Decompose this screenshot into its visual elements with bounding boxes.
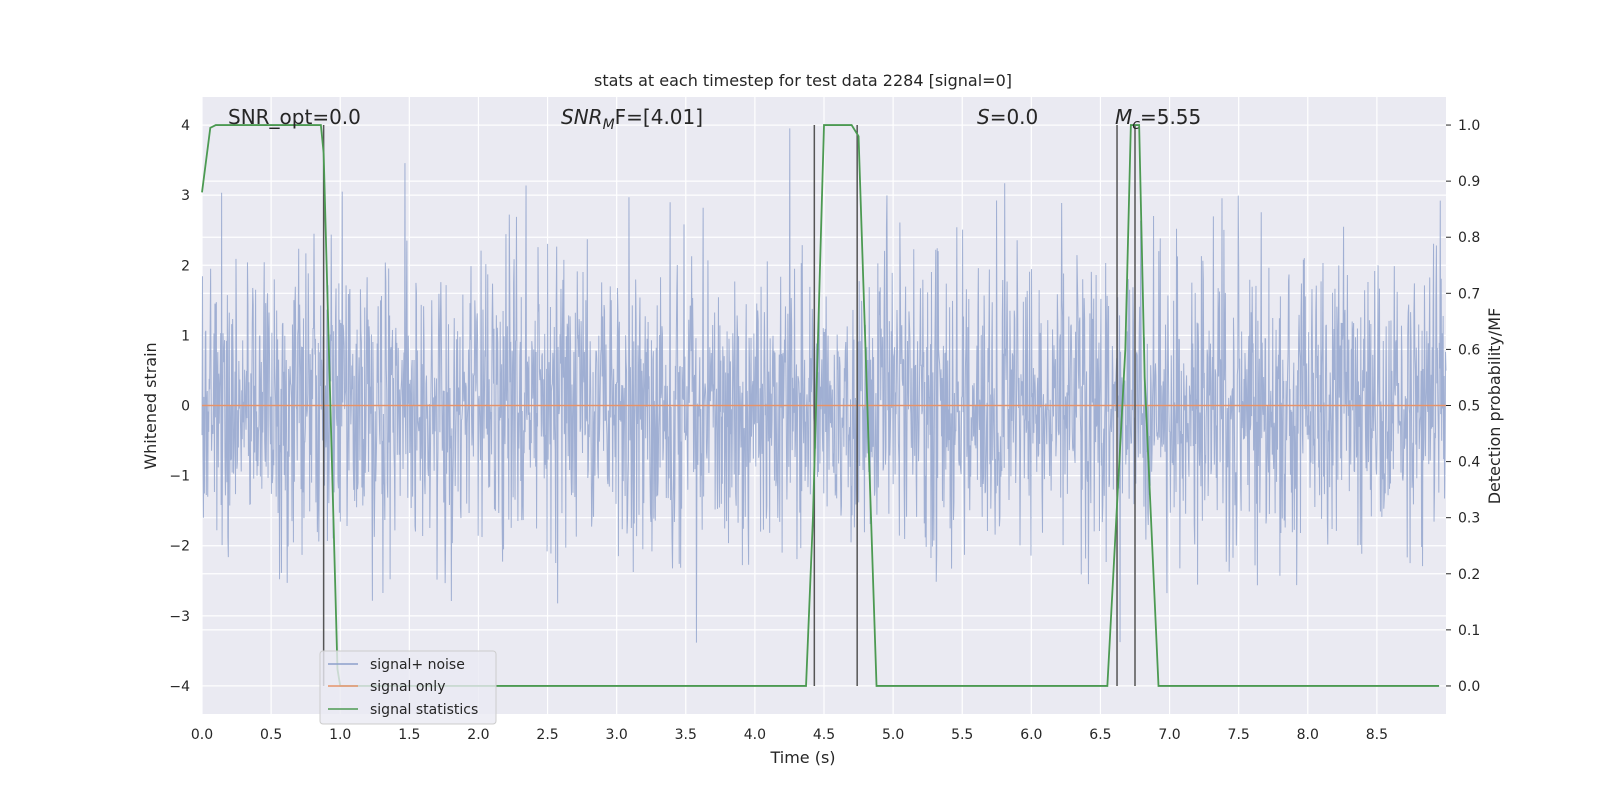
y2-tick-label-6: 0.6 <box>1458 342 1480 358</box>
y2-tick-label-10: 1.0 <box>1458 118 1480 134</box>
x-tick-label-15: 7.5 <box>1228 727 1250 743</box>
x-tick-label-4: 2.0 <box>467 727 489 743</box>
x-tick-label-14: 7.0 <box>1158 727 1180 743</box>
y-tick-label-0: −4 <box>169 679 190 695</box>
y2-tick-label-7: 0.7 <box>1458 286 1480 302</box>
y2-tick-label-8: 0.8 <box>1458 230 1480 246</box>
y2-tick-label-9: 0.9 <box>1458 174 1480 190</box>
snr-mf-rest: F=[4.01] <box>615 105 703 129</box>
y-tick-label-6: 2 <box>181 258 190 274</box>
x-tick-label-10: 5.0 <box>882 727 904 743</box>
x-tick-label-2: 1.0 <box>329 727 351 743</box>
x-tick-label-3: 1.5 <box>398 727 420 743</box>
y-ticks: −4 −3 −2 −1 0 1 2 3 4 <box>169 118 190 695</box>
y-axis-label: Whitened strain <box>141 342 160 469</box>
x-tick-label-7: 3.5 <box>675 727 697 743</box>
y-tick-label-2: −2 <box>169 539 190 555</box>
legend: signal+ noise signal only signal statist… <box>319 650 497 725</box>
x-tick-label-9: 4.5 <box>813 727 835 743</box>
y-tick-label-5: 1 <box>181 328 190 344</box>
vertical-markers <box>322 125 1136 686</box>
stats-line <box>201 124 1440 687</box>
x-tick-label-6: 3.0 <box>606 727 628 743</box>
y2-tick-label-0: 0.0 <box>1458 679 1480 695</box>
y-tick-label-7: 3 <box>181 188 190 204</box>
y2-tick-label-1: 0.1 <box>1458 623 1480 639</box>
y-tick-label-8: 4 <box>181 118 190 134</box>
y-tick-label-3: −1 <box>169 469 190 485</box>
x-tick-label-0: 0.0 <box>191 727 213 743</box>
x-tick-label-5: 2.5 <box>536 727 558 743</box>
y2-tick-label-4: 0.4 <box>1458 455 1480 471</box>
annotation-s: S=0.0 <box>977 105 1038 129</box>
noise-line <box>201 128 1447 643</box>
x-tick-label-16: 8.0 <box>1297 727 1319 743</box>
x-tick-label-12: 6.0 <box>1020 727 1042 743</box>
annotation-snr-opt: SNR_opt=0.0 <box>228 105 361 129</box>
mc-base: M <box>1115 105 1132 129</box>
legend-box <box>319 650 497 725</box>
noise-series <box>201 128 1447 643</box>
snr-mf-sub: M <box>603 117 615 133</box>
legend-label-noise: signal+ noise <box>370 657 465 673</box>
chart-title: stats at each timestep for test data 228… <box>594 71 1012 90</box>
legend-label-stats: signal statistics <box>370 702 478 718</box>
mc-rest: =5.55 <box>1140 105 1201 129</box>
mc-sub: c <box>1132 117 1140 133</box>
x-tick-label-1: 0.5 <box>260 727 282 743</box>
y2-tick-label-2: 0.2 <box>1458 567 1480 583</box>
y2-tick-label-3: 0.3 <box>1458 511 1480 527</box>
x-axis-label: Time (s) <box>769 748 835 767</box>
x-tick-label-11: 5.5 <box>951 727 973 743</box>
s-rest: =0.0 <box>990 105 1039 129</box>
y-tick-label-1: −3 <box>169 609 190 625</box>
x-tick-label-17: 8.5 <box>1366 727 1388 743</box>
y2-tick-label-5: 0.5 <box>1458 399 1480 415</box>
x-tick-label-13: 6.5 <box>1089 727 1111 743</box>
stats-series <box>201 124 1440 687</box>
y2-ticks: 0.0 0.1 0.2 0.3 0.4 0.5 0.6 0.7 0.8 0.9 1.0 <box>1446 118 1480 695</box>
x-ticks: 0.0 0.5 1.0 1.5 2.0 2.5 3.0 3.5 4.0 4.5 5.0 5.5 6.0 6… <box>191 727 1388 743</box>
annotation-mc: Mc=5.55 <box>1115 105 1201 133</box>
annotation-snr-mf: SNRMF=[4.01] <box>561 105 703 133</box>
s-italic: S <box>977 105 990 129</box>
y-tick-label-4: 0 <box>181 399 190 415</box>
x-tick-label-8: 4.0 <box>744 727 766 743</box>
y2-axis-label: Detection probability/MF <box>1485 308 1504 505</box>
snr-mf-base: SNR <box>561 105 603 129</box>
legend-label-signal: signal only <box>370 679 445 695</box>
